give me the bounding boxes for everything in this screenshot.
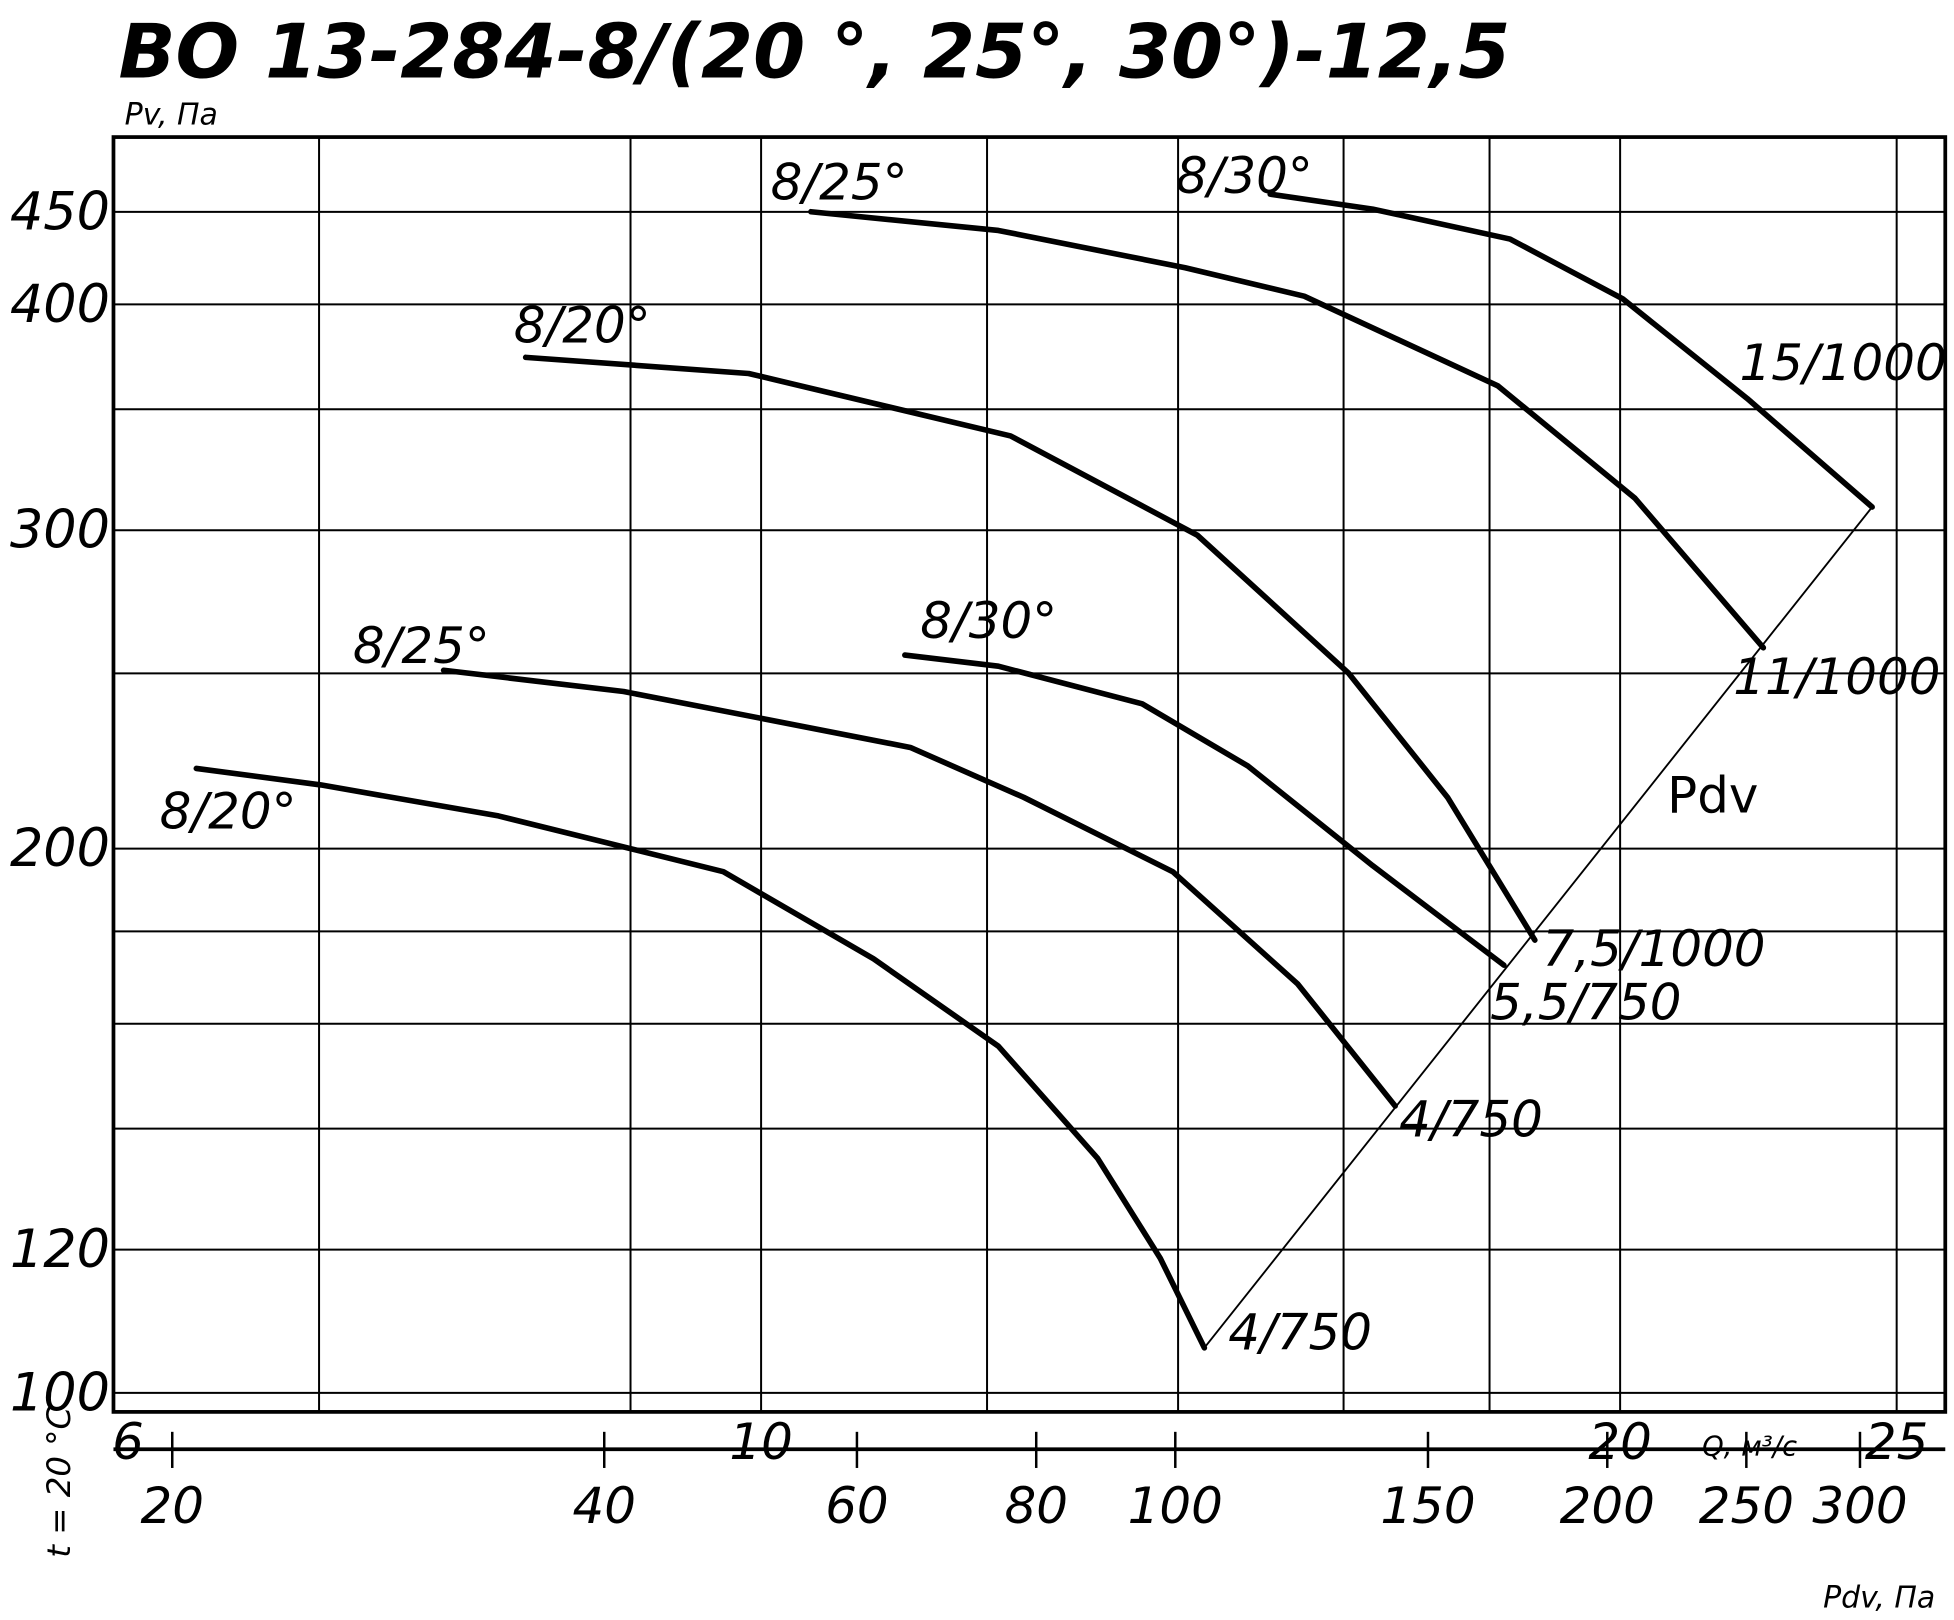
pdv-label: Pdv <box>1667 767 1758 825</box>
curve <box>902 652 1507 968</box>
x-tick-label: 6 <box>112 1413 144 1471</box>
chart-title: ВО 13-284-8/(20 °, 25°, 30°)-12,5 <box>118 8 1510 95</box>
x-tick-label: 25 <box>1865 1413 1928 1471</box>
x-tick-label: 20 <box>1588 1413 1651 1471</box>
y-tick-label: 200 <box>10 818 110 879</box>
curve <box>193 765 1208 1351</box>
curve-end-label: 4/750 <box>1399 1091 1543 1149</box>
curve-end-label: 7,5/1000 <box>1543 920 1766 978</box>
x-axis-label: Q, м³/с <box>1702 1432 1797 1463</box>
curve-start-label: 8/30° <box>920 592 1057 650</box>
x2-tick-label: 200 <box>1560 1477 1655 1535</box>
curve <box>440 667 1398 1109</box>
y-tick-label: 450 <box>10 181 110 242</box>
curve-start-label: 8/20° <box>514 297 651 355</box>
y-axis-label: Pv, Па <box>125 98 218 133</box>
y-tick-label: 300 <box>10 500 110 561</box>
curve-end-label: 4/750 <box>1228 1304 1372 1362</box>
condition-label: t = 20 °C <box>40 1407 78 1558</box>
x2-tick-label: 300 <box>1812 1477 1907 1535</box>
curve-end-label: 11/1000 <box>1733 648 1940 706</box>
x2-tick-label: 150 <box>1380 1477 1475 1535</box>
x2-tick-label: 250 <box>1699 1477 1794 1535</box>
y-tick-label: 400 <box>10 274 110 335</box>
curve <box>808 208 1767 651</box>
curve <box>1267 191 1875 510</box>
curve-start-label: 8/25° <box>353 617 490 675</box>
curve-end-label: 5,5/750 <box>1490 973 1681 1031</box>
curve <box>522 354 1538 943</box>
x2-tick-label: 100 <box>1128 1477 1223 1535</box>
y-tick-label: 100 <box>10 1362 110 1423</box>
curve-start-label: 8/30° <box>1176 147 1313 205</box>
plot-frame <box>111 135 1948 1414</box>
curve-start-label: 8/20° <box>160 783 297 841</box>
x2-tick-label: 60 <box>825 1477 888 1535</box>
x2-tick-label: 20 <box>141 1477 204 1535</box>
curve-start-label: 8/25° <box>771 153 908 211</box>
x2-axis-label: Pdv, Па <box>1823 1581 1935 1616</box>
curve-end-label: 15/1000 <box>1740 334 1947 392</box>
x-tick-label: 10 <box>729 1413 792 1471</box>
y-tick-label: 120 <box>10 1219 110 1280</box>
x2-tick-label: 40 <box>573 1477 636 1535</box>
x2-tick-label: 80 <box>1004 1477 1067 1535</box>
